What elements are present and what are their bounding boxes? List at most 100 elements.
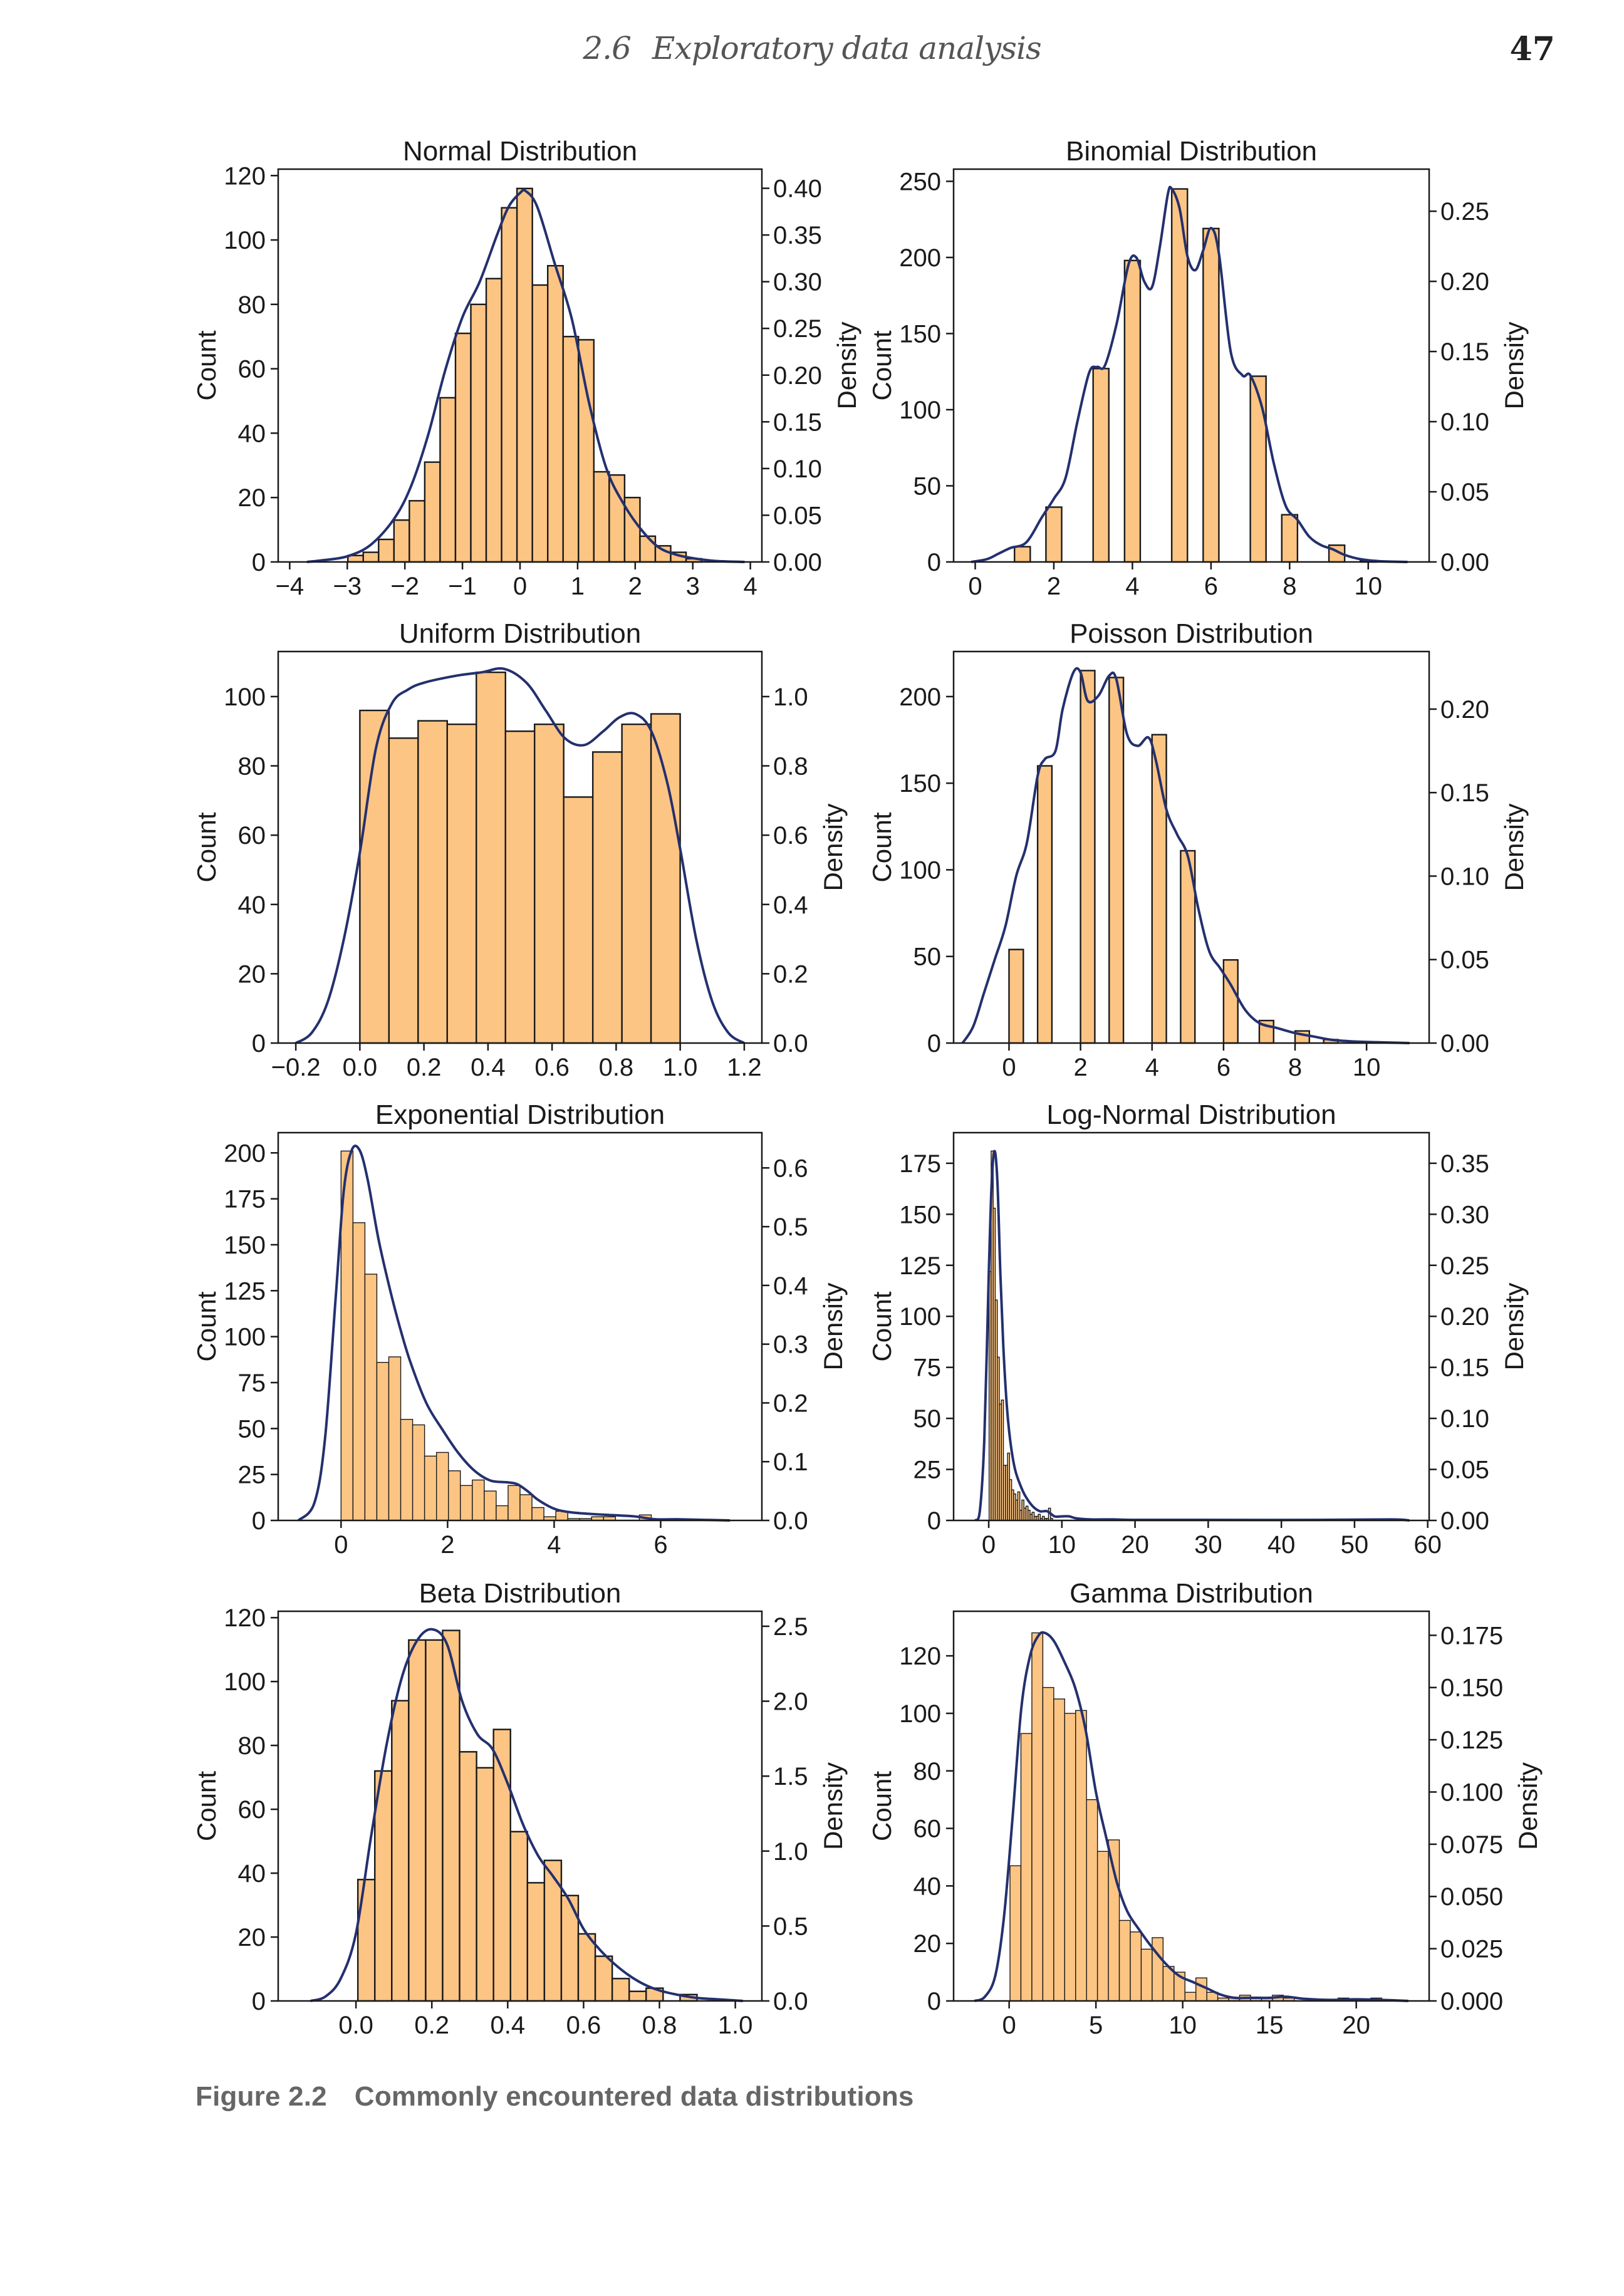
histogram-bar	[1202, 227, 1220, 563]
y2-tick-label: 0.0	[773, 1507, 808, 1535]
histogram-bar	[459, 1751, 477, 2002]
y-tick-label: 100	[899, 856, 941, 884]
y-tick-label: 200	[899, 683, 941, 711]
chart-title: Log-Normal Distribution	[1046, 1099, 1336, 1130]
histogram-bar	[439, 397, 457, 563]
histogram-bar	[621, 723, 652, 1044]
histogram-bar	[388, 1356, 402, 1521]
y-tick-label: 120	[224, 1604, 266, 1632]
histogram-bar	[1086, 1799, 1098, 2002]
y-axis-label: Count	[867, 1291, 897, 1361]
x-tick-label: 0.2	[414, 2012, 449, 2039]
x-tick-label: 5	[1089, 2012, 1103, 2039]
chart-uniform-distribution: Uniform Distribution0204060801000.00.20.…	[192, 618, 848, 1081]
y-tick-label: 0	[252, 549, 266, 576]
bars	[1009, 1632, 1383, 2002]
x-tick-label: 15	[1256, 2012, 1284, 2039]
chart-poisson-distribution: Poisson Distribution0501001502000.000.05…	[867, 618, 1529, 1081]
histogram-bar	[470, 303, 487, 563]
y-tick-label: 80	[238, 753, 266, 781]
y2-tick-label: 0.10	[1440, 863, 1489, 890]
y-axis-label: Count	[867, 1771, 897, 1841]
y-tick-label: 60	[914, 1816, 942, 1843]
x-tick-label: 0.0	[338, 2012, 373, 2039]
y-axis-label: Count	[192, 1771, 221, 1841]
x-tick-label: 0	[982, 1531, 996, 1559]
bars	[1008, 670, 1339, 1044]
y2-tick-label: 0.2	[773, 960, 808, 988]
histogram-bar	[1031, 1632, 1044, 2002]
histogram-bar	[591, 751, 623, 1044]
y-tick-label: 40	[914, 1873, 942, 1900]
histogram-bar	[593, 470, 610, 563]
y-tick-label: 100	[899, 397, 941, 424]
x-axis: 0 5 10 15 20	[1002, 2001, 1370, 2039]
histogram-bar	[531, 284, 549, 563]
running-header: 2.6 Exploratory data analysis 47	[0, 30, 1624, 80]
chart-binomial-distribution: Binomial Distribution0501001502002500.00…	[867, 136, 1529, 600]
y2-tick-label: 0.125	[1440, 1727, 1503, 1754]
histogram-bar	[562, 336, 580, 563]
y-tick-label: 200	[899, 244, 941, 272]
x-tick-label: 0.2	[407, 1054, 442, 1081]
x-tick-label: 1.0	[663, 1054, 698, 1081]
histogram-bar	[1130, 1931, 1142, 2002]
histogram-bar	[577, 1933, 596, 2002]
chart-title: Binomial Distribution	[1066, 136, 1317, 167]
chart-log-normal-distribution: Log-Normal Distribution02550751001251501…	[867, 1099, 1529, 1559]
histogram-bar	[1281, 514, 1299, 563]
figure-label: Figure 2.2	[195, 2081, 327, 2112]
y2-tick-label: 0.5	[773, 1213, 808, 1241]
x-tick-label: 8	[1288, 1054, 1302, 1081]
x-axis: 0 2 4 6	[334, 1520, 668, 1559]
x-tick-label: 0	[513, 573, 527, 600]
histogram-bar	[446, 723, 477, 1044]
histogram-bar	[388, 737, 419, 1044]
y-axis-density: 0.00 0.05 0.10 0.15 0.20 0.25 0.30 0.35	[1429, 1150, 1489, 1535]
y2-tick-label: 0.050	[1440, 1883, 1503, 1911]
chart-normal-distribution: Normal Distribution0204060801001200.000.…	[192, 136, 861, 600]
y-tick-label: 0	[252, 1030, 266, 1057]
x-tick-label: 60	[1413, 1531, 1442, 1559]
histogram-bar	[608, 474, 626, 563]
histogram-bar	[448, 1470, 461, 1521]
x-tick-label: 0.6	[534, 1054, 570, 1081]
histogram-bar	[611, 1978, 630, 2002]
y-axis-density: 0.0 0.5 1.0 1.5 2.0 2.5	[762, 1613, 808, 2015]
y2-tick-label: 1.5	[773, 1763, 808, 1790]
y-axis-count: 0 20 40 60 80 100 120	[224, 1604, 278, 2015]
y2-tick-label: 0.2	[773, 1390, 808, 1417]
histogram-bar	[1092, 368, 1110, 563]
y2-tick-label: 0.0	[773, 1030, 808, 1057]
y-tick-label: 175	[224, 1186, 266, 1213]
histogram-bar	[1042, 1686, 1054, 2002]
y-tick-label: 50	[914, 472, 942, 500]
plot-frame	[952, 650, 1430, 1044]
x-tick-label: 0.4	[491, 2012, 526, 2039]
histogram-bar	[357, 1879, 376, 2002]
y-axis-label: Count	[192, 330, 221, 400]
kde-density-curve	[295, 667, 745, 1044]
histogram-bar	[417, 720, 448, 1044]
y2-tick-label: 0.10	[773, 455, 822, 483]
y-tick-label: 80	[914, 1758, 942, 1785]
y-tick-label: 40	[238, 1860, 266, 1888]
y2-tick-label: 0.3	[773, 1331, 808, 1359]
y2-tick-label: 0.40	[773, 175, 822, 203]
histogram-bar	[639, 535, 657, 563]
y2-tick-label: 0.150	[1440, 1675, 1503, 1702]
x-axis: −4 −3 −2 −1 0 1 2 3 4	[276, 562, 757, 600]
y-axis-label: Count	[192, 812, 221, 882]
kde-density-curve	[971, 185, 1408, 563]
y2-tick-label: 0.30	[1440, 1201, 1489, 1229]
x-tick-label: 6	[1204, 573, 1218, 600]
x-tick-label: 0.8	[642, 2012, 677, 2039]
x-tick-label: 10	[1048, 1531, 1076, 1559]
y-axis-density: 0.0 0.2 0.4 0.6 0.8 1.0	[762, 683, 808, 1057]
histogram-bar	[547, 264, 564, 563]
chart-title: Uniform Distribution	[399, 618, 641, 649]
y2-axis-label: Density	[1499, 321, 1529, 409]
y-axis-density: 0.000 0.025 0.050 0.075 0.100 0.125 0.150 0.175	[1429, 1622, 1503, 2015]
kde-density-curve	[310, 1628, 743, 2002]
